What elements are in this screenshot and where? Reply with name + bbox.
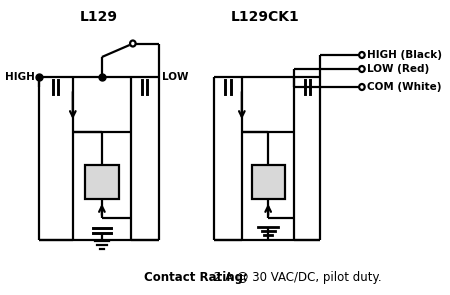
- Bar: [85, 165, 118, 199]
- Text: L129: L129: [80, 10, 117, 24]
- Text: HIGH (Black): HIGH (Black): [367, 50, 441, 60]
- Text: 2 A @ 30 VAC/DC, pilot duty.: 2 A @ 30 VAC/DC, pilot duty.: [211, 271, 382, 283]
- Text: LOW: LOW: [162, 72, 189, 82]
- Text: Contact Rating:: Contact Rating:: [144, 271, 248, 283]
- Text: HIGH: HIGH: [5, 72, 35, 82]
- Bar: [252, 165, 285, 199]
- Text: L129CK1: L129CK1: [230, 10, 299, 24]
- Text: COM (White): COM (White): [367, 82, 441, 92]
- Text: LOW (Red): LOW (Red): [367, 64, 429, 74]
